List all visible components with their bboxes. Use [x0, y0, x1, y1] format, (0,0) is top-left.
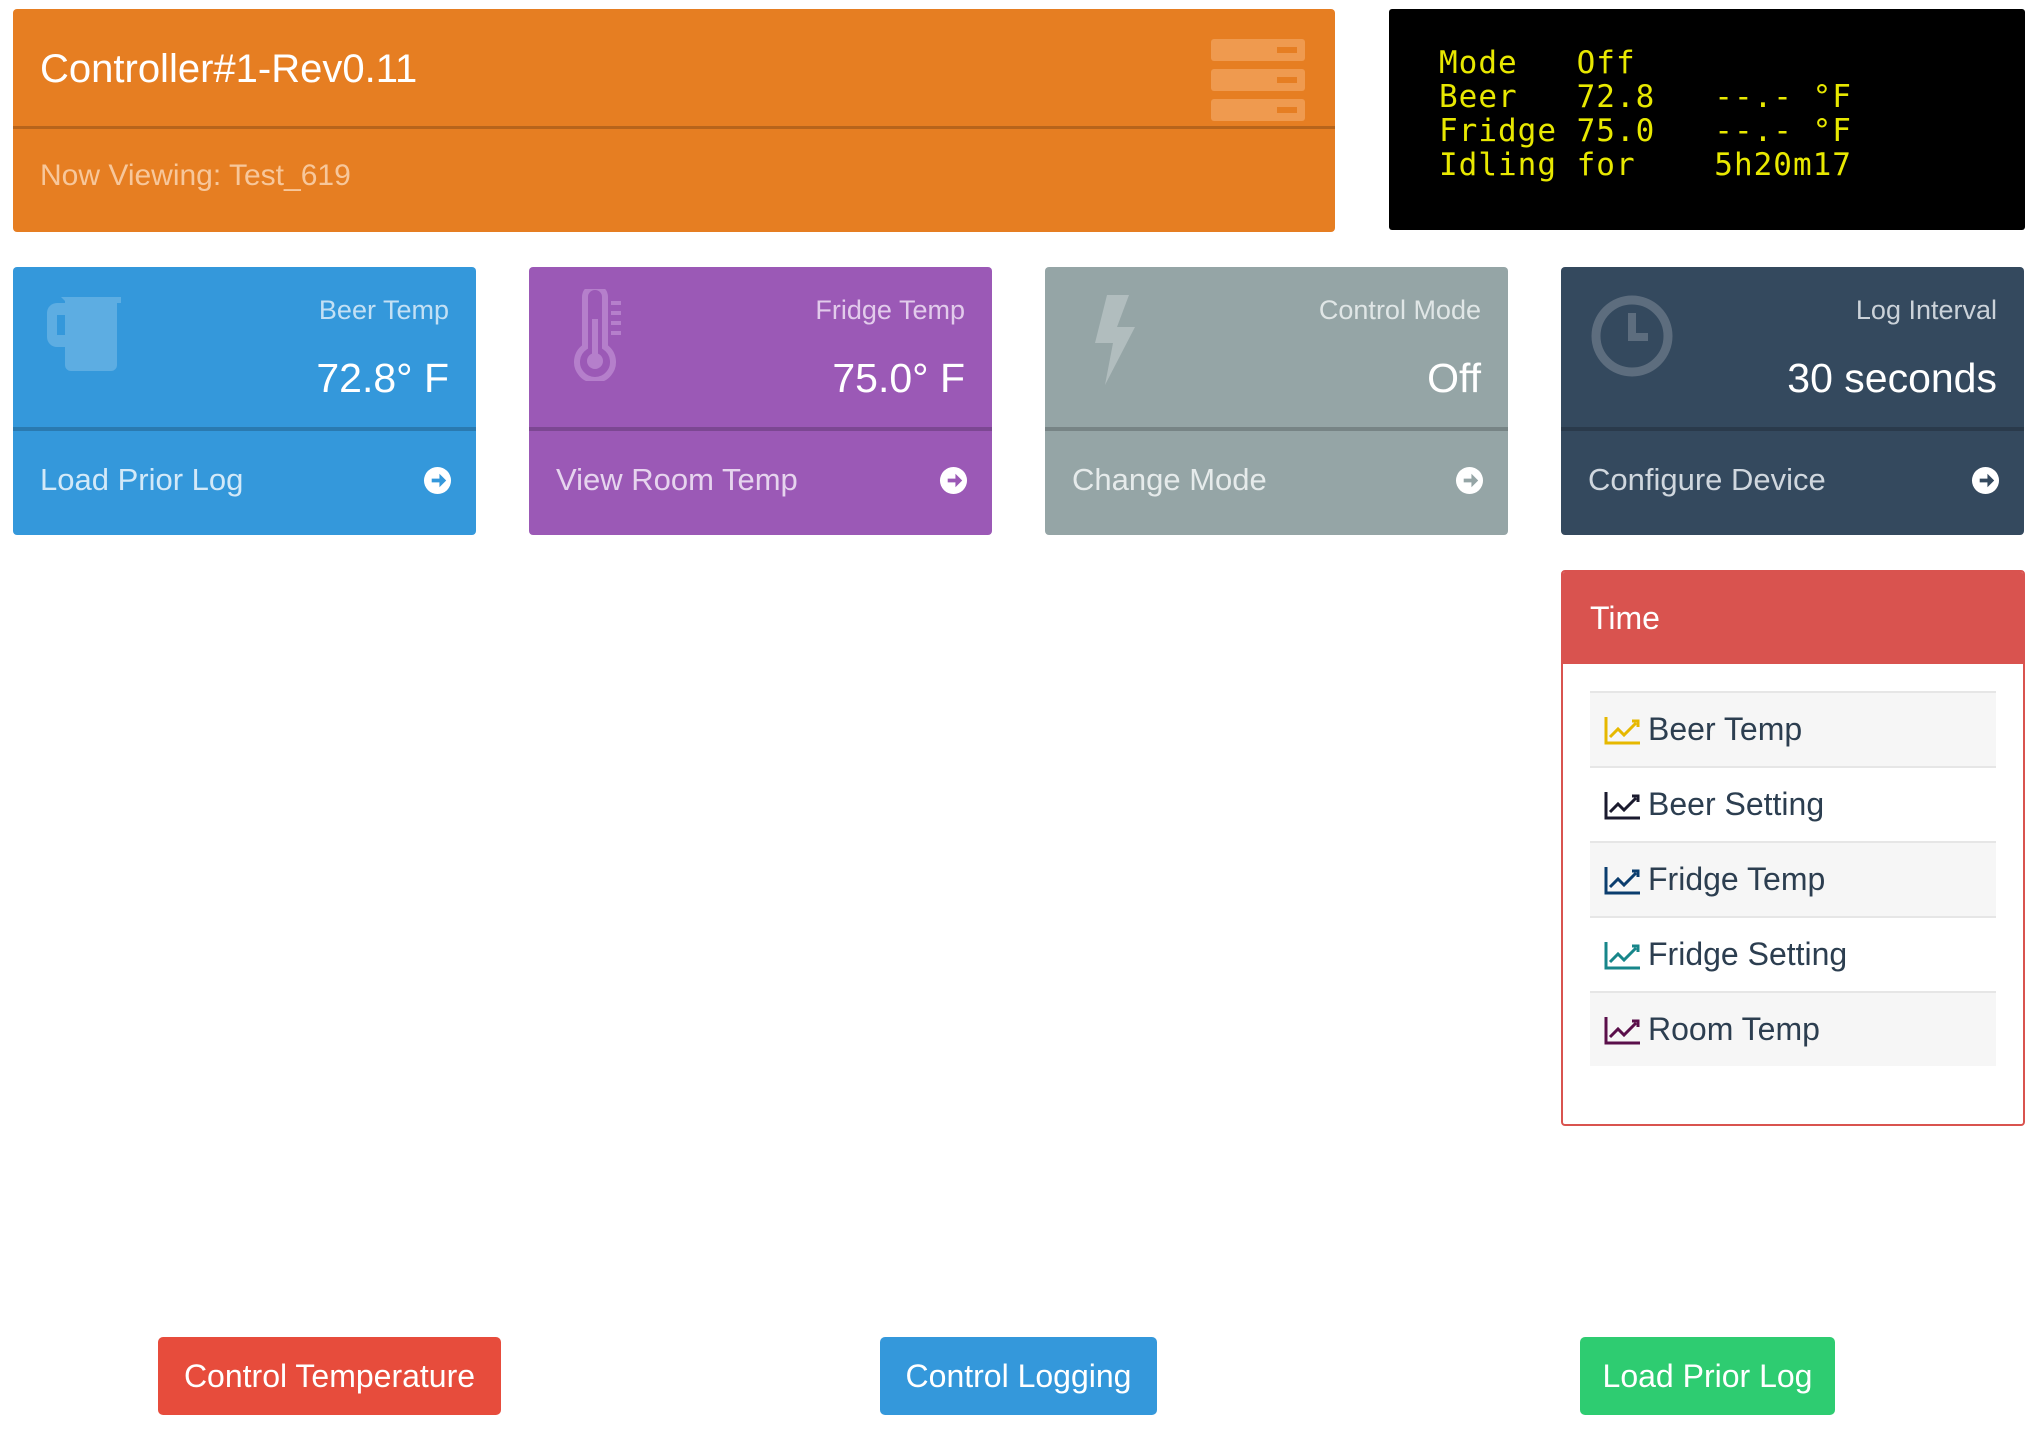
- configure-device-link[interactable]: Configure Device: [1588, 462, 1826, 497]
- line-chart-icon: [1604, 866, 1640, 894]
- line-chart-icon: [1604, 941, 1640, 969]
- lightning-icon: [1095, 295, 1135, 385]
- arrow-circle-right-icon[interactable]: [1971, 466, 2000, 495]
- legend-header: Time: [1563, 572, 2023, 664]
- lcd-line-mode: Mode Off: [1439, 45, 1636, 81]
- lcd-display: Mode Off Beer 72.8 --.- °F Fridge 75.0 -…: [1389, 9, 2025, 230]
- lcd-line-status: Idling for 5h20m17: [1439, 147, 1852, 183]
- legend-list: Beer Temp Beer Setting Fridge Temp: [1590, 691, 1996, 1066]
- beer-temp-card: Beer Temp 72.8° F Load Prior Log: [13, 267, 476, 535]
- arrow-circle-right-icon[interactable]: [1455, 466, 1484, 495]
- control-temperature-button[interactable]: Control Temperature: [158, 1337, 501, 1415]
- header-divider: [13, 126, 1335, 129]
- legend-item-label: Beer Temp: [1648, 711, 1803, 747]
- line-chart-icon: [1604, 791, 1640, 819]
- legend-item-beer-setting[interactable]: Beer Setting: [1590, 766, 1996, 841]
- legend-item-label: Room Temp: [1648, 1011, 1820, 1047]
- clock-icon: [1591, 295, 1673, 377]
- arrow-circle-right-icon[interactable]: [939, 466, 968, 495]
- control-logging-button[interactable]: Control Logging: [880, 1337, 1157, 1415]
- legend-item-label: Fridge Setting: [1648, 936, 1848, 972]
- legend-item-beer-temp[interactable]: Beer Temp: [1590, 691, 1996, 766]
- line-chart-icon: [1604, 716, 1640, 744]
- legend-item-label: Beer Setting: [1648, 786, 1825, 822]
- log-interval-card: Log Interval 30 seconds Configure Device: [1561, 267, 2024, 535]
- log-interval-value: 30 seconds: [1787, 355, 1997, 401]
- lcd-line-fridge: Fridge 75.0 --.- °F: [1439, 113, 1852, 149]
- control-mode-value: Off: [1427, 355, 1481, 401]
- legend-title: Time: [1590, 600, 1660, 636]
- change-mode-link[interactable]: Change Mode: [1072, 462, 1267, 497]
- card-divider: [1045, 427, 1508, 431]
- fridge-temp-label: Fridge Temp: [815, 295, 965, 325]
- controller-title: Controller#1-Rev0.11: [40, 47, 418, 91]
- arrow-circle-right-icon[interactable]: [423, 466, 452, 495]
- legend-item-fridge-temp[interactable]: Fridge Temp: [1590, 841, 1996, 916]
- lcd-line-beer: Beer 72.8 --.- °F: [1439, 79, 1852, 115]
- beer-temp-label: Beer Temp: [318, 295, 449, 325]
- load-prior-log-link[interactable]: Load Prior Log: [40, 462, 244, 497]
- card-divider: [1561, 427, 2024, 431]
- load-prior-log-button[interactable]: Load Prior Log: [1580, 1337, 1835, 1415]
- control-mode-card: Control Mode Off Change Mode: [1045, 267, 1508, 535]
- log-interval-label: Log Interval: [1855, 295, 1997, 325]
- control-mode-label: Control Mode: [1318, 295, 1481, 325]
- now-viewing-label: Now Viewing: Test_619: [40, 159, 351, 192]
- fridge-temp-card: Fridge Temp 75.0° F View Room Temp: [529, 267, 992, 535]
- line-chart-icon: [1604, 1016, 1640, 1044]
- card-divider: [13, 427, 476, 431]
- controller-header-panel: Controller#1-Rev0.11 Now Viewing: Test_6…: [13, 9, 1335, 232]
- card-divider: [529, 427, 992, 431]
- beer-temp-value: 72.8° F: [316, 355, 449, 401]
- legend-item-label: Fridge Temp: [1648, 861, 1826, 897]
- legend-item-fridge-setting[interactable]: Fridge Setting: [1590, 916, 1996, 991]
- server-icon: [1211, 39, 1305, 121]
- beer-mug-icon: [47, 297, 121, 371]
- chart-legend-panel: Time Beer Temp Beer Setting: [1561, 570, 2025, 1126]
- view-room-temp-link[interactable]: View Room Temp: [556, 462, 798, 497]
- legend-item-room-temp[interactable]: Room Temp: [1590, 991, 1996, 1066]
- fridge-temp-value: 75.0° F: [832, 355, 965, 401]
- thermometer-icon: [574, 289, 621, 381]
